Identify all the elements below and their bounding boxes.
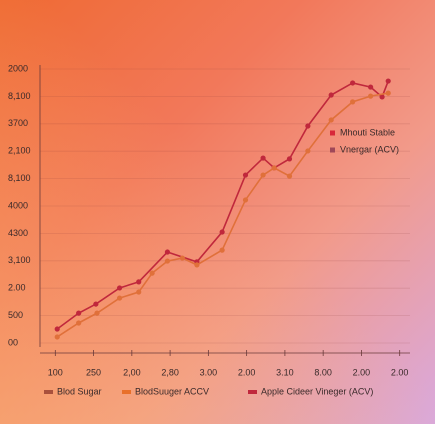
y-tick-label: 2.00: [8, 283, 26, 293]
legend-label: BlodSuuger ACCV: [135, 386, 209, 396]
data-point: [328, 117, 334, 123]
data-point: [54, 326, 60, 332]
data-point: [286, 173, 293, 179]
data-point: [350, 80, 356, 86]
data-point: [179, 255, 185, 261]
data-point: [219, 229, 225, 235]
data-point: [136, 279, 142, 285]
x-tick-label: 2.00: [391, 367, 409, 377]
data-point: [149, 270, 155, 276]
x-tick-label: 2.00: [238, 367, 256, 377]
x-tick-label: 2.00: [353, 367, 371, 377]
y-tick-label: 4300: [8, 228, 28, 238]
y-tick-label: 8,100: [8, 173, 31, 183]
y-tick-label: 8,100: [8, 91, 31, 101]
y-tick-label: 2000: [8, 63, 28, 73]
x-tick-label: 3.10: [276, 367, 294, 377]
data-point: [116, 285, 123, 291]
data-point: [242, 197, 249, 203]
x-tick-label: 250: [86, 367, 101, 377]
x-tick-label: 2,00: [123, 367, 141, 377]
data-point: [385, 90, 391, 96]
legend-label: Apple Cideer Vineger (ACV): [261, 386, 373, 396]
data-point: [368, 93, 374, 99]
legend-label: Mhouti Stable: [340, 127, 395, 137]
y-tick-label: 2,100: [8, 146, 31, 156]
data-point: [54, 334, 60, 340]
data-point: [271, 165, 277, 171]
data-point: [260, 155, 266, 161]
legend-label: Blod Sugar: [57, 386, 102, 396]
legend-swatch: [44, 390, 53, 394]
data-point: [164, 258, 171, 264]
data-point: [242, 172, 249, 178]
data-point: [305, 148, 311, 154]
x-tick-label: 2,80: [161, 367, 179, 377]
data-point: [328, 92, 334, 98]
data-point: [136, 289, 142, 295]
legend-label: Vnergar (ACV): [340, 144, 399, 154]
data-point: [94, 310, 100, 316]
x-tick-label: 8.00: [314, 367, 332, 377]
legend-swatch: [248, 390, 257, 394]
data-point: [76, 320, 82, 326]
series-line: [56, 92, 389, 338]
data-point: [286, 156, 293, 162]
data-point: [379, 94, 385, 100]
data-point: [194, 262, 200, 268]
y-tick-label: 00: [8, 337, 18, 347]
data-point: [368, 84, 374, 90]
data-point: [93, 301, 99, 307]
legend-swatch: [122, 390, 131, 394]
data-point: [76, 310, 82, 316]
legend-swatch: [330, 130, 335, 136]
series-line: [56, 80, 389, 330]
y-tick-label: 3,100: [8, 255, 31, 265]
data-point: [385, 78, 391, 84]
data-point: [116, 295, 123, 301]
data-point: [305, 123, 311, 129]
data-point: [219, 247, 225, 253]
y-tick-label: 500: [8, 310, 23, 320]
legend-swatch: [330, 147, 335, 153]
y-tick-label: 4000: [8, 200, 28, 210]
x-tick-label: 100: [48, 367, 63, 377]
data-point: [350, 99, 356, 105]
data-point: [260, 172, 266, 178]
data-point: [164, 249, 171, 255]
x-tick-label: 3.00: [200, 367, 218, 377]
y-tick-label: 3700: [8, 118, 28, 128]
